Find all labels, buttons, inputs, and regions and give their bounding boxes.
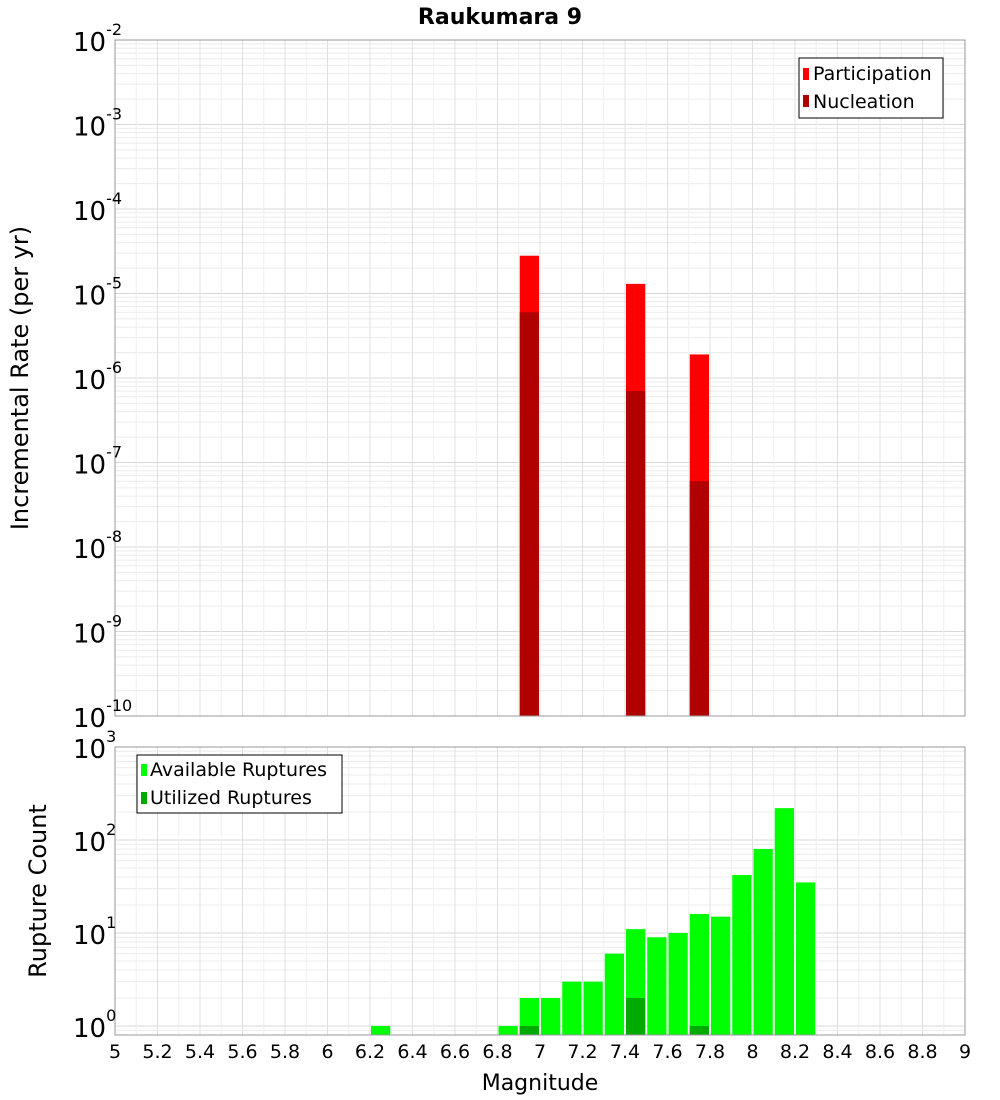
count-bars (371, 808, 816, 1035)
rate-y-tick-label: 10-9 (73, 612, 122, 650)
magnitude-tick-label: 6 (321, 1041, 333, 1063)
count-available-ruptures-bar (711, 916, 731, 1035)
count-utilized-ruptures-bar (626, 997, 646, 1035)
magnitude-axis-label: Magnitude (482, 1071, 599, 1096)
count-legend-box (136, 754, 343, 814)
count-available-ruptures-bar (583, 981, 603, 1035)
magnitude-tick-label: 5.2 (142, 1041, 172, 1063)
utilized-legend-swatch (141, 792, 147, 804)
magnitude-tick-label: 6.2 (355, 1041, 385, 1063)
count-y-tick-label: 100 (73, 1006, 116, 1044)
count-available-ruptures-bar (541, 997, 561, 1035)
rate-nucleation-bar (626, 391, 646, 716)
count-y-tick-label: 102 (73, 820, 116, 858)
count-available-ruptures-bar (647, 937, 667, 1035)
magnitude-tick-label: 6.8 (482, 1041, 512, 1063)
count-available-ruptures-bar (753, 849, 773, 1035)
participation-legend-label: Participation (813, 63, 932, 85)
magnitude-tick-label: 8 (746, 1041, 758, 1063)
count-available-ruptures-bar (774, 808, 794, 1035)
available-legend-label: Available Ruptures (150, 759, 327, 781)
utilized-legend-label: Utilized Ruptures (150, 787, 312, 809)
rate-panel: 10-2 10-3 10-4 10-5 10-6 10-7 10-8 10-9 10-10 In… (6, 20, 966, 734)
count-available-ruptures-bar (604, 953, 624, 1035)
rate-y-tick-label: 10-4 (73, 189, 122, 227)
magnitude-tick-label: 5.4 (185, 1041, 215, 1063)
magnitude-tick-label: 5.8 (270, 1041, 300, 1063)
nucleation-legend-swatch (803, 95, 809, 107)
rate-y-tick-label: 10-2 (73, 20, 122, 58)
count-available-ruptures-bar (668, 932, 688, 1035)
rate-gridlines (114, 40, 966, 717)
magnitude-tick-label: 5 (109, 1041, 121, 1063)
rate-y-tick-labels: 10-2 10-3 10-4 10-5 10-6 10-7 10-8 10-9 10-10 (73, 20, 132, 734)
rate-y-tick-label: 10-10 (73, 696, 132, 734)
count-available-ruptures-bar (371, 1025, 391, 1035)
rate-y-tick-label: 10-8 (73, 527, 122, 565)
magnitude-tick-label: 8.8 (907, 1041, 937, 1063)
count-available-ruptures-bar (519, 997, 539, 1035)
rate-plot-frame (114, 39, 966, 717)
magnitude-tick-label: 8.4 (822, 1041, 852, 1063)
count-available-ruptures-bar (689, 914, 709, 1035)
rate-bars (519, 255, 709, 716)
magnitude-tick-label: 7 (534, 1041, 546, 1063)
available-legend-swatch (141, 764, 147, 776)
rate-legend: Participation Nucleation (798, 57, 944, 119)
count-available-ruptures-bar (732, 875, 752, 1035)
count-utilized-ruptures-bar (689, 1025, 709, 1035)
magnitude-tick-label: 8.6 (865, 1041, 895, 1063)
chart-title: Raukumara 9 (418, 5, 582, 30)
count-y-axis-label: Rupture Count (24, 804, 52, 978)
magnitude-tick-label: 6.6 (440, 1041, 470, 1063)
magnitude-tick-label: 6.4 (397, 1041, 427, 1063)
rate-nucleation-bar (519, 312, 539, 716)
magnitude-tick-label: 5.6 (227, 1041, 257, 1063)
count-legend: Available Ruptures Utilized Ruptures (136, 754, 343, 814)
count-utilized-ruptures-bar (519, 1025, 539, 1035)
count-available-ruptures-bar (562, 981, 582, 1035)
rate-y-tick-label: 10-5 (73, 274, 122, 312)
magnitude-tick-label: 9 (959, 1041, 971, 1063)
magnitude-tick-label: 7.6 (652, 1041, 682, 1063)
magnitude-tick-label: 8.2 (780, 1041, 810, 1063)
count-y-tick-label: 101 (73, 913, 116, 951)
rate-legend-box (798, 57, 944, 119)
participation-legend-swatch (803, 68, 809, 80)
count-y-tick-labels: 103 102 101 100 (73, 727, 116, 1044)
count-available-ruptures-bar (796, 882, 816, 1035)
rate-y-tick-label: 10-6 (73, 358, 122, 396)
rupture-count-panel: 103 102 101 100 5 5.2 5.4 5.6 5.8 6 6.2 6.4 6.6 6.8 7… (24, 727, 971, 1096)
rate-y-tick-label: 10-3 (73, 105, 122, 143)
rate-nucleation-bar (689, 481, 709, 716)
rate-y-axis-label: Incremental Rate (per yr) (6, 226, 34, 530)
count-plot-frame (114, 746, 966, 1036)
nucleation-legend-label: Nucleation (813, 91, 915, 113)
magnitude-tick-labels: 5 5.2 5.4 5.6 5.8 6 6.2 6.4 6.6 6.8 7 7.2 7.4 7.6 7.8 8… (109, 1041, 971, 1063)
magnitude-tick-label: 7.2 (567, 1041, 597, 1063)
count-y-tick-label: 103 (73, 727, 116, 765)
count-available-ruptures-bar (498, 1025, 518, 1035)
rate-y-tick-label: 10-7 (73, 443, 122, 481)
magnitude-tick-label: 7.4 (610, 1041, 640, 1063)
magnitude-tick-label: 7.8 (695, 1041, 725, 1063)
